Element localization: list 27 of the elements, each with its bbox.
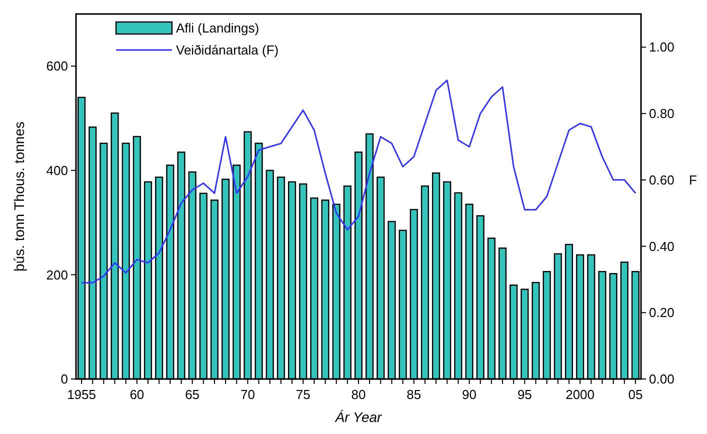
y-tick-label: 400	[46, 162, 68, 178]
legend-label: Veiðidánartala (F)	[176, 42, 279, 58]
x-tick-label: 75	[296, 387, 310, 402]
y-tick-label: 200	[46, 267, 68, 282]
y2-axis-title: F	[689, 172, 698, 188]
x-axis-title: Ár Year	[334, 409, 384, 425]
y2-tick-label: 0.00	[649, 372, 674, 387]
x-tick-label: 60	[130, 387, 144, 402]
y2-tick-label: 0.60	[649, 172, 674, 188]
y2-tick-label: 1.00	[649, 40, 674, 55]
y-tick-label: 0	[60, 372, 68, 387]
x-tick-label: 80	[351, 387, 366, 402]
x-tick-label: 65	[185, 387, 200, 402]
x-tick-label: 05	[628, 387, 643, 402]
line-series	[80, 80, 636, 284]
y2-tick-label: 0.20	[649, 305, 674, 320]
x-tick-label: 2000	[566, 387, 595, 402]
x-tick-label: 85	[406, 387, 422, 402]
y2-tick-label: 0.40	[649, 238, 674, 254]
y2-tick-label: 0.80	[649, 106, 674, 122]
x-tick-label: 1955	[67, 387, 96, 402]
y-tick-label: 600	[46, 58, 68, 74]
legend-label: Afli (Landings)	[176, 20, 260, 36]
x-tick-label: 95	[517, 387, 532, 402]
x-tick-label: 90	[462, 387, 477, 402]
x-tick-label: 70	[240, 387, 255, 402]
y-axis-title: þús. tonn Thous. tonnes	[11, 122, 27, 272]
